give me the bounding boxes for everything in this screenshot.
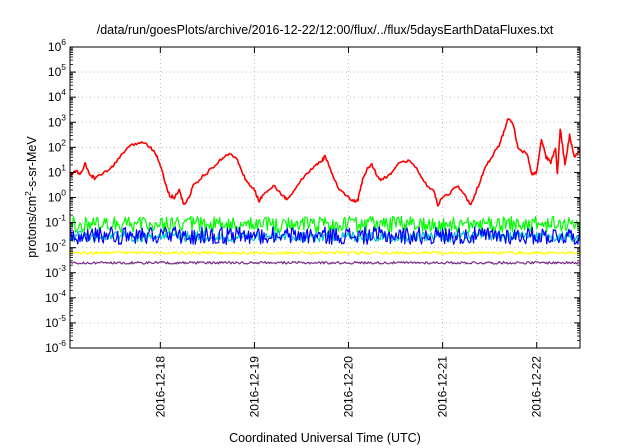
x-axis-label: Coordinated Universal Time (UTC) bbox=[229, 431, 421, 445]
y-tick-label: 10-6 bbox=[45, 338, 66, 355]
y-tick-label: 10-3 bbox=[45, 263, 66, 280]
y-tick-label: 10-1 bbox=[45, 213, 66, 230]
x-tick-label: 2016-12-21 bbox=[436, 356, 450, 418]
x-tick-label: 2016-12-20 bbox=[342, 356, 356, 418]
y-tick-label: 100 bbox=[48, 188, 66, 205]
series-line-2 bbox=[69, 215, 581, 233]
y-axis-label: protons/cm2-s-sr-MeV bbox=[23, 136, 39, 258]
x-axis-ticks: 2016-12-18 2016-12-19 2016-12-20 2016-12-21… bbox=[153, 47, 544, 418]
y-tick-label: 10-4 bbox=[45, 288, 66, 305]
x-tick-label: 2016-12-18 bbox=[153, 356, 167, 418]
y-tick-label: 101 bbox=[48, 162, 66, 179]
series-line-5 bbox=[69, 250, 581, 255]
y-tick-label: 10-5 bbox=[45, 313, 66, 330]
y-tick-label: 104 bbox=[48, 87, 66, 104]
y-axis-ticks: 10-6 10-5 10-4 10-3 10-2 10-1 100 101 102 103 104 1… bbox=[45, 37, 580, 355]
x-tick-label: 2016-12-19 bbox=[247, 356, 261, 418]
data-series bbox=[69, 118, 581, 265]
x-tick-label: 2016-12-22 bbox=[530, 356, 544, 418]
y-tick-label: 103 bbox=[48, 112, 66, 129]
y-tick-label: 10-2 bbox=[45, 238, 66, 255]
chart-title: /data/run/goesPlots/archive/2016-12-22/1… bbox=[97, 23, 554, 37]
grid-lines bbox=[70, 47, 580, 348]
series-line-4 bbox=[69, 226, 581, 246]
series-line-6 bbox=[69, 260, 581, 265]
y-tick-label: 105 bbox=[48, 62, 66, 79]
y-tick-label: 106 bbox=[48, 37, 66, 54]
series-line-1 bbox=[69, 118, 581, 207]
y-tick-label: 102 bbox=[48, 137, 66, 154]
